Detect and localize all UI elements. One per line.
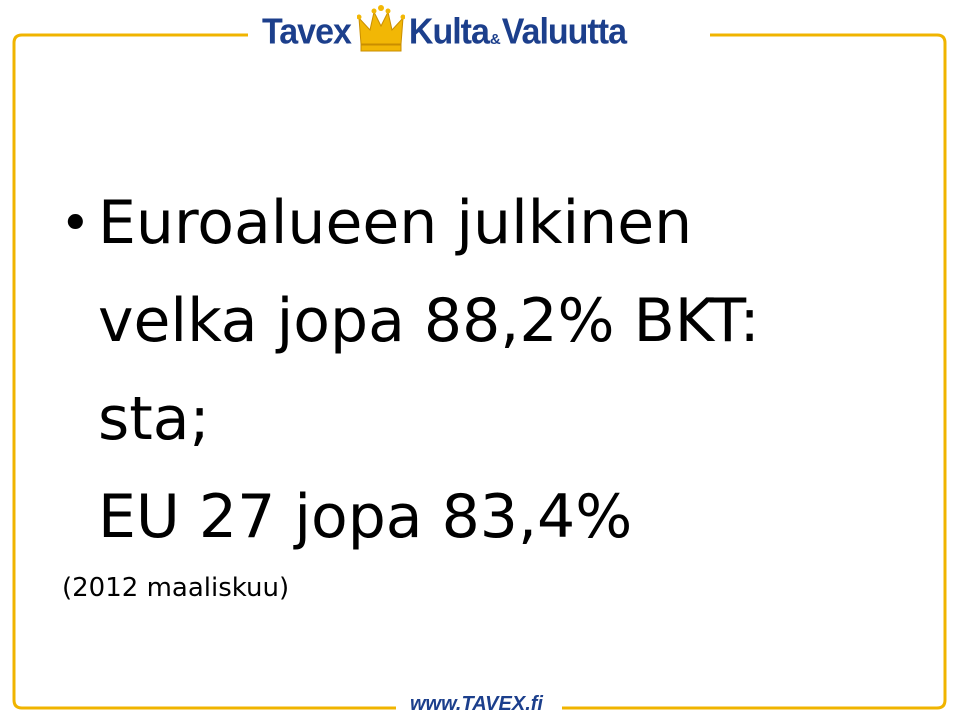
bullet-line-2: velka jopa 88,2% BKT: — [98, 286, 760, 356]
bullet-point: • Euroalueen julkinen velka jopa 88,2% B… — [60, 188, 900, 566]
bullet-line-1: Euroalueen julkinen — [98, 188, 693, 258]
bullet-line-3: sta; — [98, 384, 210, 454]
tavex-logo: Tavex Kulta & Valuutta — [262, 2, 627, 54]
bullet-dot-icon: • — [60, 194, 91, 254]
footnote-date: (2012 maaliskuu) — [62, 573, 290, 603]
logo-text-kulta: Kulta — [408, 11, 490, 52]
crown-icon — [356, 5, 405, 52]
logo-text-tavex: Tavex — [262, 11, 352, 52]
logo-text-valuutta: Valuutta — [501, 11, 627, 52]
logo-ampersand: & — [489, 31, 501, 48]
bullet-text: Euroalueen julkinen velka jopa 88,2% BKT… — [98, 174, 760, 566]
bullet-line-4: EU 27 jopa 83,4% — [98, 482, 633, 552]
footer-url[interactable]: www.TAVEX.fi — [410, 693, 543, 715]
